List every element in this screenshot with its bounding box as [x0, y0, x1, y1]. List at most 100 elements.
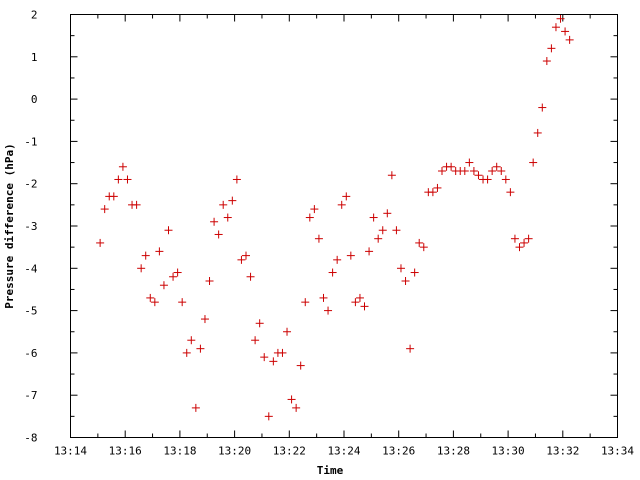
data-point — [556, 14, 565, 23]
data-point — [187, 336, 196, 345]
data-point — [255, 319, 264, 328]
data-point — [232, 175, 241, 184]
data-point — [150, 298, 159, 307]
data-point — [538, 103, 547, 112]
data-point — [529, 158, 538, 167]
data-point — [132, 200, 141, 209]
x-tick-label: 13:24 — [327, 445, 360, 458]
data-point — [169, 272, 178, 281]
data-point — [520, 238, 529, 247]
data-point — [488, 167, 497, 176]
data-point — [396, 264, 405, 273]
data-point — [287, 395, 296, 404]
data-point — [428, 188, 437, 197]
data-point — [269, 357, 278, 366]
y-tick-label: -8 — [24, 432, 37, 445]
data-point — [228, 196, 237, 205]
data-point — [260, 353, 269, 362]
data-point — [146, 293, 155, 302]
data-point — [278, 348, 287, 357]
data-point — [200, 315, 209, 324]
data-point — [219, 200, 228, 209]
data-point — [401, 276, 410, 285]
data-point — [383, 209, 392, 218]
data-point — [292, 403, 301, 412]
data-point — [433, 183, 442, 192]
data-point — [447, 162, 456, 171]
data-point — [342, 192, 351, 201]
x-tick-label: 13:22 — [273, 445, 306, 458]
data-point — [210, 217, 219, 226]
y-tick-label: -2 — [24, 178, 37, 191]
y-tick-label: 2 — [31, 9, 38, 22]
data-point — [506, 188, 515, 197]
data-point — [474, 171, 483, 180]
data-point — [141, 251, 150, 260]
y-tick-label: -5 — [24, 305, 37, 318]
data-point — [337, 200, 346, 209]
x-tick-label: 13:14 — [54, 445, 87, 458]
data-point — [483, 175, 492, 184]
plot-frame — [70, 14, 618, 438]
data-point — [109, 192, 118, 201]
data-point — [328, 268, 337, 277]
data-point — [415, 238, 424, 247]
data-point — [137, 264, 146, 273]
data-point — [501, 175, 510, 184]
data-point — [561, 27, 570, 36]
x-tick-label: 13:26 — [382, 445, 415, 458]
data-point — [214, 230, 223, 239]
x-tick-label: 13:20 — [218, 445, 251, 458]
data-point — [114, 175, 123, 184]
data-point — [365, 247, 374, 256]
data-point — [324, 306, 333, 315]
data-point — [123, 175, 132, 184]
data-point — [524, 234, 533, 243]
data-point — [438, 167, 447, 176]
y-tick-label: -3 — [24, 220, 37, 233]
x-tick-label: 13:28 — [437, 445, 470, 458]
data-point — [378, 226, 387, 235]
x-tick-label: 13:16 — [109, 445, 142, 458]
data-point — [360, 302, 369, 311]
data-point — [497, 167, 506, 176]
data-point — [355, 293, 364, 302]
data-point — [178, 298, 187, 307]
data-point — [205, 276, 214, 285]
data-point — [369, 213, 378, 222]
data-point — [374, 234, 383, 243]
data-point — [155, 247, 164, 256]
data-point — [547, 44, 556, 53]
data-point — [314, 234, 323, 243]
data-point — [246, 272, 255, 281]
y-tick-label: -6 — [24, 347, 37, 360]
y-tick-label: 1 — [31, 51, 38, 64]
data-point — [346, 251, 355, 260]
y-axis-title: Pressure difference (hPa) — [3, 143, 16, 309]
data-point — [510, 234, 519, 243]
data-point — [251, 336, 260, 345]
data-point — [410, 268, 419, 277]
data-point — [164, 226, 173, 235]
data-point — [305, 213, 314, 222]
data-point — [515, 243, 524, 252]
data-point — [419, 243, 428, 252]
data-point — [296, 361, 305, 370]
data-point — [551, 23, 560, 32]
x-tick-label: 13:30 — [492, 445, 525, 458]
data-point — [191, 403, 200, 412]
data-point — [223, 213, 232, 222]
data-point — [241, 251, 250, 260]
x-axis-title: Time — [317, 464, 344, 477]
data-point — [159, 281, 168, 290]
data-point — [118, 162, 127, 171]
data-point — [196, 344, 205, 353]
data-point — [100, 205, 109, 214]
data-point — [283, 327, 292, 336]
data-point — [492, 162, 501, 171]
data-point — [237, 255, 246, 264]
data-point — [565, 35, 574, 44]
data-point — [460, 167, 469, 176]
data-point — [465, 158, 474, 167]
